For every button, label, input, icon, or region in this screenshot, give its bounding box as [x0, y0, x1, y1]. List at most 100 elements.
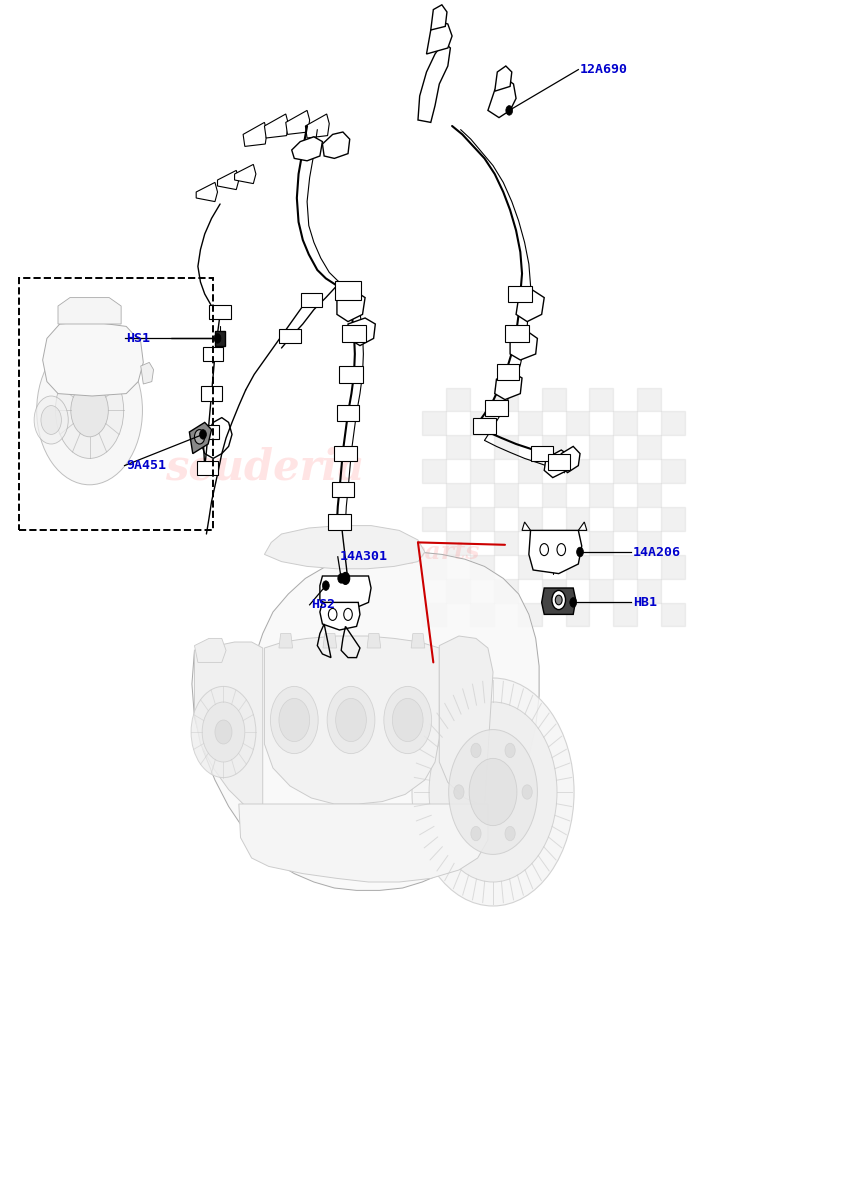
Polygon shape: [320, 576, 371, 610]
Text: scuderia: scuderia: [164, 446, 364, 490]
Bar: [613, 602, 636, 626]
Bar: [613, 554, 636, 578]
Polygon shape: [541, 588, 575, 614]
Bar: [517, 602, 541, 626]
Circle shape: [41, 406, 61, 434]
Bar: [517, 506, 541, 530]
Polygon shape: [305, 114, 329, 138]
Text: HB1: HB1: [632, 596, 656, 608]
Circle shape: [202, 702, 245, 762]
Bar: [589, 484, 613, 506]
Circle shape: [505, 106, 512, 115]
Bar: [485, 400, 507, 415]
Polygon shape: [487, 78, 515, 118]
Polygon shape: [264, 636, 439, 804]
Polygon shape: [141, 362, 153, 384]
Polygon shape: [243, 122, 267, 146]
Circle shape: [412, 678, 573, 906]
Circle shape: [448, 730, 537, 854]
Circle shape: [37, 336, 142, 485]
Bar: [201, 386, 222, 401]
Text: parts: parts: [407, 540, 479, 564]
Bar: [565, 412, 589, 436]
Polygon shape: [189, 422, 211, 454]
Polygon shape: [239, 804, 487, 882]
Circle shape: [504, 743, 515, 757]
Polygon shape: [215, 331, 225, 346]
Bar: [497, 364, 519, 379]
Bar: [334, 445, 356, 461]
Circle shape: [469, 758, 516, 826]
Polygon shape: [578, 522, 586, 530]
Bar: [517, 460, 541, 484]
Bar: [508, 286, 532, 302]
Text: 14A206: 14A206: [632, 546, 680, 558]
Bar: [493, 484, 517, 506]
Bar: [446, 578, 469, 602]
Circle shape: [191, 686, 256, 778]
Circle shape: [194, 430, 204, 444]
Bar: [300, 293, 321, 307]
Text: 12A690: 12A690: [579, 64, 627, 76]
Text: 9A451: 9A451: [126, 460, 166, 472]
Polygon shape: [192, 552, 538, 890]
Circle shape: [521, 785, 532, 799]
Bar: [541, 530, 565, 554]
Polygon shape: [323, 634, 337, 648]
Bar: [279, 329, 301, 343]
Bar: [613, 460, 636, 484]
Polygon shape: [348, 318, 375, 346]
Bar: [517, 412, 541, 436]
Bar: [636, 388, 660, 412]
Bar: [565, 506, 589, 530]
Polygon shape: [439, 636, 492, 806]
Polygon shape: [515, 290, 544, 322]
Polygon shape: [417, 42, 450, 122]
Circle shape: [470, 743, 481, 757]
Bar: [210, 305, 230, 319]
Circle shape: [539, 544, 548, 556]
Circle shape: [322, 581, 329, 590]
Bar: [530, 445, 552, 461]
Bar: [331, 481, 354, 497]
Circle shape: [470, 827, 481, 841]
Polygon shape: [494, 372, 521, 400]
Circle shape: [453, 785, 463, 799]
Text: 14A301: 14A301: [339, 551, 387, 563]
Bar: [660, 460, 684, 484]
Circle shape: [55, 362, 124, 458]
Bar: [565, 602, 589, 626]
Bar: [547, 454, 569, 469]
Bar: [339, 366, 363, 383]
Bar: [328, 514, 350, 529]
Polygon shape: [430, 5, 446, 30]
Polygon shape: [291, 137, 322, 161]
Bar: [541, 484, 565, 506]
Bar: [589, 388, 613, 412]
Bar: [541, 388, 565, 412]
Circle shape: [336, 698, 366, 742]
Bar: [422, 506, 446, 530]
Polygon shape: [337, 290, 365, 322]
Polygon shape: [217, 170, 239, 190]
Bar: [636, 484, 660, 506]
Bar: [541, 578, 565, 602]
Bar: [636, 578, 660, 602]
Bar: [493, 436, 517, 460]
Bar: [660, 506, 684, 530]
Bar: [337, 404, 359, 420]
Circle shape: [576, 547, 583, 557]
Bar: [199, 425, 219, 439]
Polygon shape: [544, 450, 569, 478]
Polygon shape: [194, 642, 262, 818]
Circle shape: [34, 396, 68, 444]
Circle shape: [569, 598, 576, 607]
Polygon shape: [264, 114, 288, 138]
Polygon shape: [528, 530, 581, 574]
Polygon shape: [43, 322, 143, 396]
Bar: [422, 412, 446, 436]
Polygon shape: [279, 634, 292, 648]
Bar: [493, 388, 517, 412]
Bar: [422, 460, 446, 484]
Bar: [469, 506, 493, 530]
